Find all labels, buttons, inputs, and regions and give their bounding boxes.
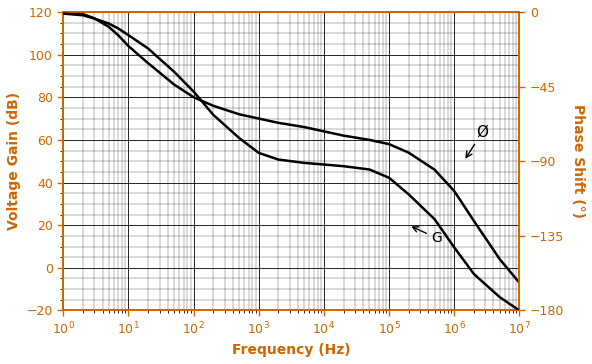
X-axis label: Frequency (Hz): Frequency (Hz) (232, 343, 350, 357)
Text: G: G (413, 227, 442, 245)
Y-axis label: Voltage Gain (dB): Voltage Gain (dB) (7, 92, 21, 230)
Text: Ø: Ø (466, 124, 488, 158)
Y-axis label: Phase Shift (°): Phase Shift (°) (571, 104, 585, 218)
